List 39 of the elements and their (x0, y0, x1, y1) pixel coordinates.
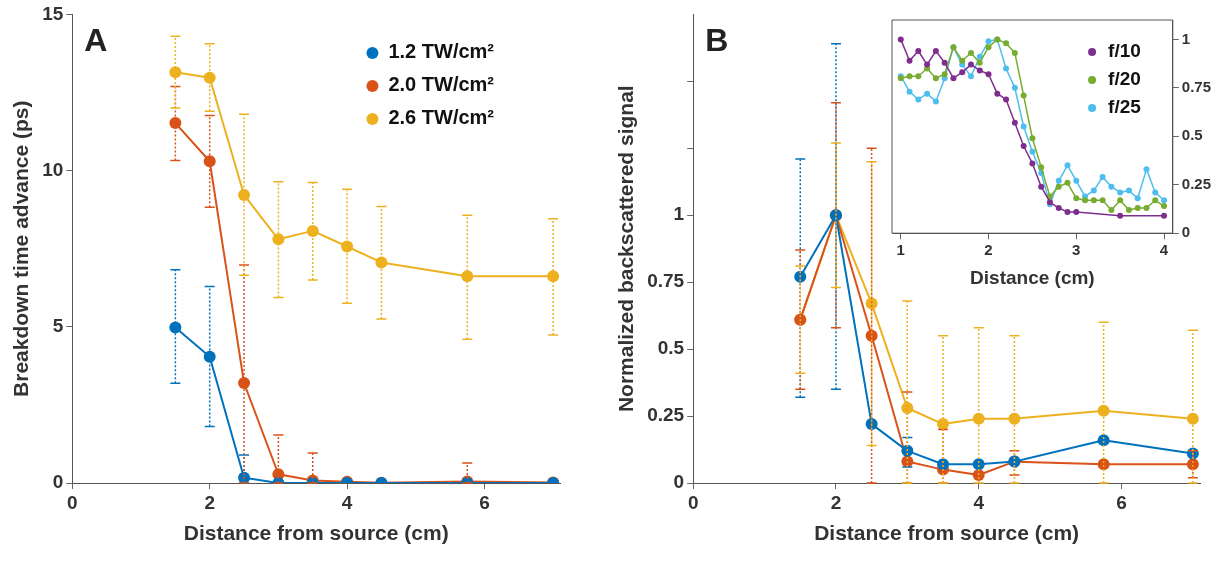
y-axis-title: Breakdown time advance (ps) (9, 100, 33, 397)
x-tick-label: 2 (984, 241, 993, 259)
x-tick-label: 0 (687, 491, 699, 513)
x-axis-title: Distance from source (cm) (814, 521, 1080, 545)
x-tick-label: 0 (67, 491, 78, 513)
y2-tick-label: 0 (1181, 223, 1191, 241)
y-tick-label: 0.25 (647, 404, 685, 426)
y-tick-label: 5 (52, 315, 64, 337)
x-tick-label: 4 (341, 491, 353, 513)
legend-label: f/25 (1108, 96, 1142, 118)
x-tick-label: 4 (1159, 241, 1169, 259)
x-tick-label: 2 (830, 491, 842, 513)
y2-tick-label: 0.75 (1181, 77, 1212, 95)
chart-title: B (705, 22, 729, 59)
y2-tick-label: 0.25 (1181, 174, 1212, 192)
x-tick-label: 6 (1116, 491, 1127, 513)
legend-label: 2.0 TW/cm² (388, 73, 495, 96)
legend-label: 2.6 TW/cm² (388, 106, 495, 129)
chart-title: A (84, 22, 108, 59)
legend-label: f/10 (1108, 40, 1141, 62)
x-tick-label: 3 (1072, 241, 1081, 259)
y2-tick-label: 0.5 (1181, 126, 1203, 144)
y-tick-label: 0 (52, 471, 64, 493)
x-tick-label: 1 (896, 241, 905, 259)
y-tick-label: 0 (673, 471, 685, 493)
x-tick-label: 6 (479, 491, 490, 513)
x-axis-title: Distance from source (cm) (183, 521, 449, 545)
y-tick-label: 0.75 (647, 270, 685, 292)
y-axis-title: Normalized backscattered signal (614, 85, 638, 413)
y-tick-label: 15 (42, 2, 64, 24)
legend-label: f/20 (1108, 68, 1141, 90)
y2-tick-label: 1 (1181, 29, 1191, 47)
x-tick-label: 2 (204, 491, 215, 513)
x-axis-title: Distance (cm) (970, 266, 1095, 288)
x-tick-label: 4 (973, 491, 985, 513)
y-tick-label: 1 (673, 203, 685, 225)
y-tick-label: 0.5 (657, 337, 685, 359)
y-tick-label: 10 (42, 158, 64, 180)
legend-label: 1.2 TW/cm² (388, 40, 495, 63)
